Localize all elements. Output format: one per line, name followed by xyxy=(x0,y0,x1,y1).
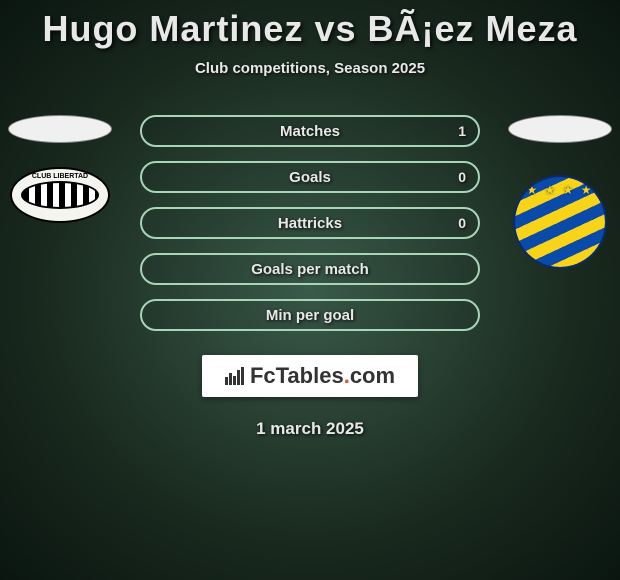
stat-label: Min per goal xyxy=(266,307,354,324)
brand-text: FcTables.com xyxy=(250,363,395,389)
comparison-body: CLUB LIBERTAD ★ ★ ★ ★ Matches 1 Goals 0 … xyxy=(0,115,620,439)
comparison-subtitle: Club competitions, Season 2025 xyxy=(0,60,620,77)
stat-row-goals-per-match: Goals per match xyxy=(140,253,480,285)
stat-right-value: 0 xyxy=(458,215,466,231)
stat-row-matches: Matches 1 xyxy=(140,115,480,147)
player-left-avatar-placeholder xyxy=(8,115,112,143)
brand-banner[interactable]: FcTables.com xyxy=(202,355,418,397)
stat-label: Matches xyxy=(280,123,340,140)
club-left-badge: CLUB LIBERTAD xyxy=(10,167,110,223)
stat-row-min-per-goal: Min per goal xyxy=(140,299,480,331)
player-right-avatar-placeholder xyxy=(508,115,612,143)
club-left-badge-text: CLUB LIBERTAD xyxy=(32,173,88,180)
stat-row-hattricks: Hattricks 0 xyxy=(140,207,480,239)
stat-label: Hattricks xyxy=(278,215,342,232)
brand-tld: com xyxy=(350,363,395,388)
stat-right-value: 0 xyxy=(458,169,466,185)
brand-name: FcTables xyxy=(250,363,344,388)
comparison-date: 1 march 2025 xyxy=(0,419,620,439)
stat-row-goals: Goals 0 xyxy=(140,161,480,193)
player-left-column: CLUB LIBERTAD xyxy=(10,115,110,223)
stats-list: Matches 1 Goals 0 Hattricks 0 Goals per … xyxy=(140,115,480,331)
stat-label: Goals xyxy=(289,169,331,186)
chart-icon xyxy=(225,367,244,385)
stat-label: Goals per match xyxy=(251,261,369,278)
club-left-badge-stripes xyxy=(21,181,99,209)
stat-right-value: 1 xyxy=(458,123,466,139)
club-right-badge: ★ ★ ★ ★ xyxy=(513,175,607,269)
comparison-title: Hugo Martinez vs BÃ¡ez Meza xyxy=(0,0,620,50)
club-right-badge-stars: ★ ★ ★ ★ xyxy=(515,183,605,197)
player-right-column: ★ ★ ★ ★ xyxy=(510,115,610,269)
